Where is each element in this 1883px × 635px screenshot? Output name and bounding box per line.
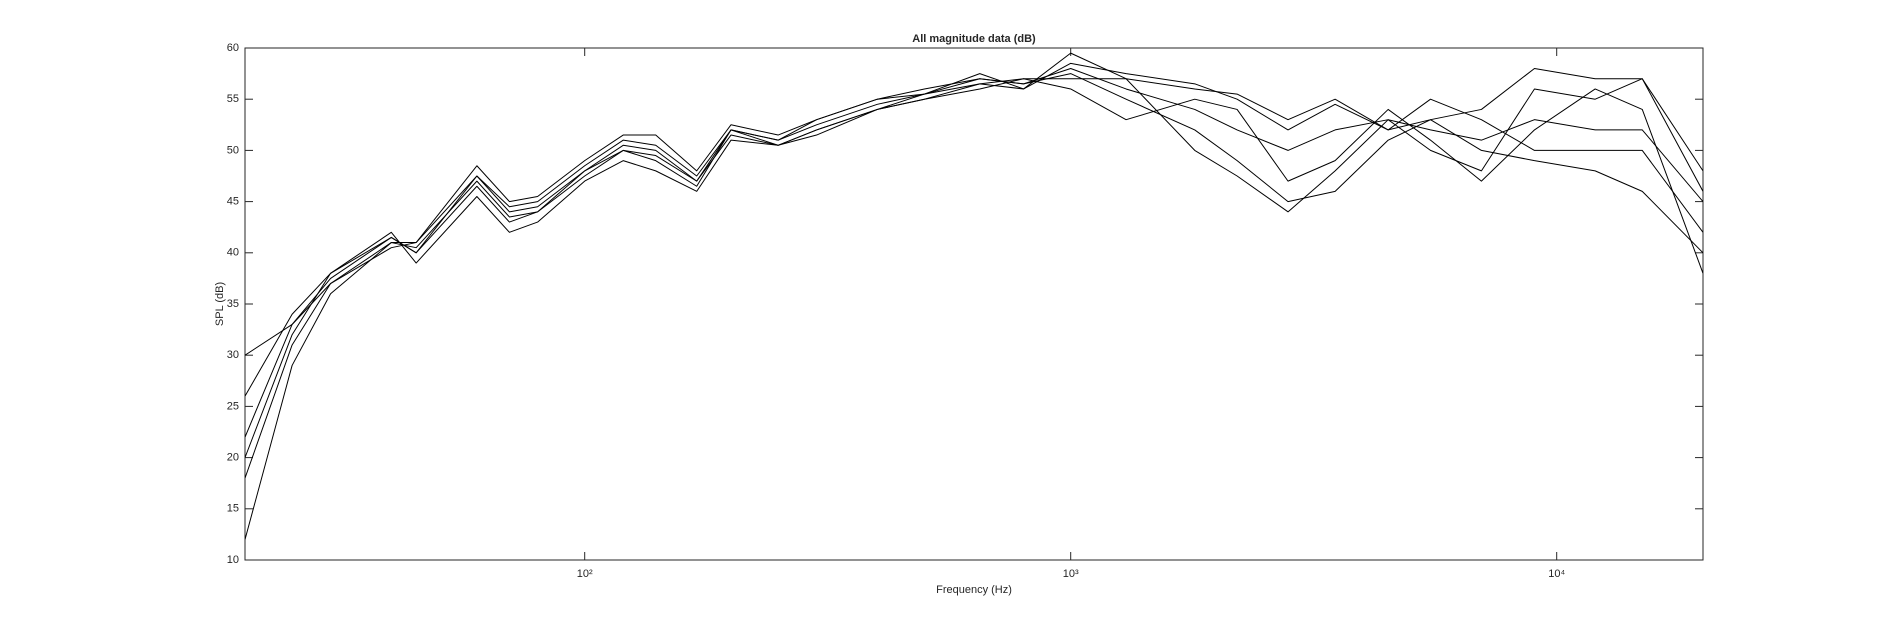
- y-tick-label: 55: [227, 93, 239, 105]
- plot-area: [244, 47, 1704, 561]
- x-axis-label: Frequency (Hz): [936, 584, 1012, 596]
- x-tick-label: 10⁴: [1548, 568, 1565, 580]
- y-tick-label: 30: [227, 349, 239, 361]
- y-tick-label: 10: [227, 554, 239, 566]
- series-line: [245, 62, 1703, 458]
- series-line: [245, 67, 1703, 356]
- y-tick-label: 40: [227, 247, 239, 259]
- series-line: [245, 78, 1703, 540]
- series-line: [245, 67, 1703, 438]
- series-line: [245, 52, 1703, 479]
- y-tick-label: 45: [227, 196, 239, 208]
- y-tick-label: 15: [227, 503, 239, 515]
- y-tick-label: 60: [227, 42, 239, 54]
- y-tick-label: 20: [227, 452, 239, 464]
- x-tick-label: 10³: [1063, 568, 1079, 580]
- chart-title: All magnitude data (dB): [912, 33, 1036, 45]
- x-tick-label: 10²: [577, 568, 593, 580]
- y-tick-label: 25: [227, 400, 239, 412]
- y-tick-label: 50: [227, 144, 239, 156]
- y-axis-label: SPL (dB): [214, 282, 226, 326]
- y-tick-label: 35: [227, 298, 239, 310]
